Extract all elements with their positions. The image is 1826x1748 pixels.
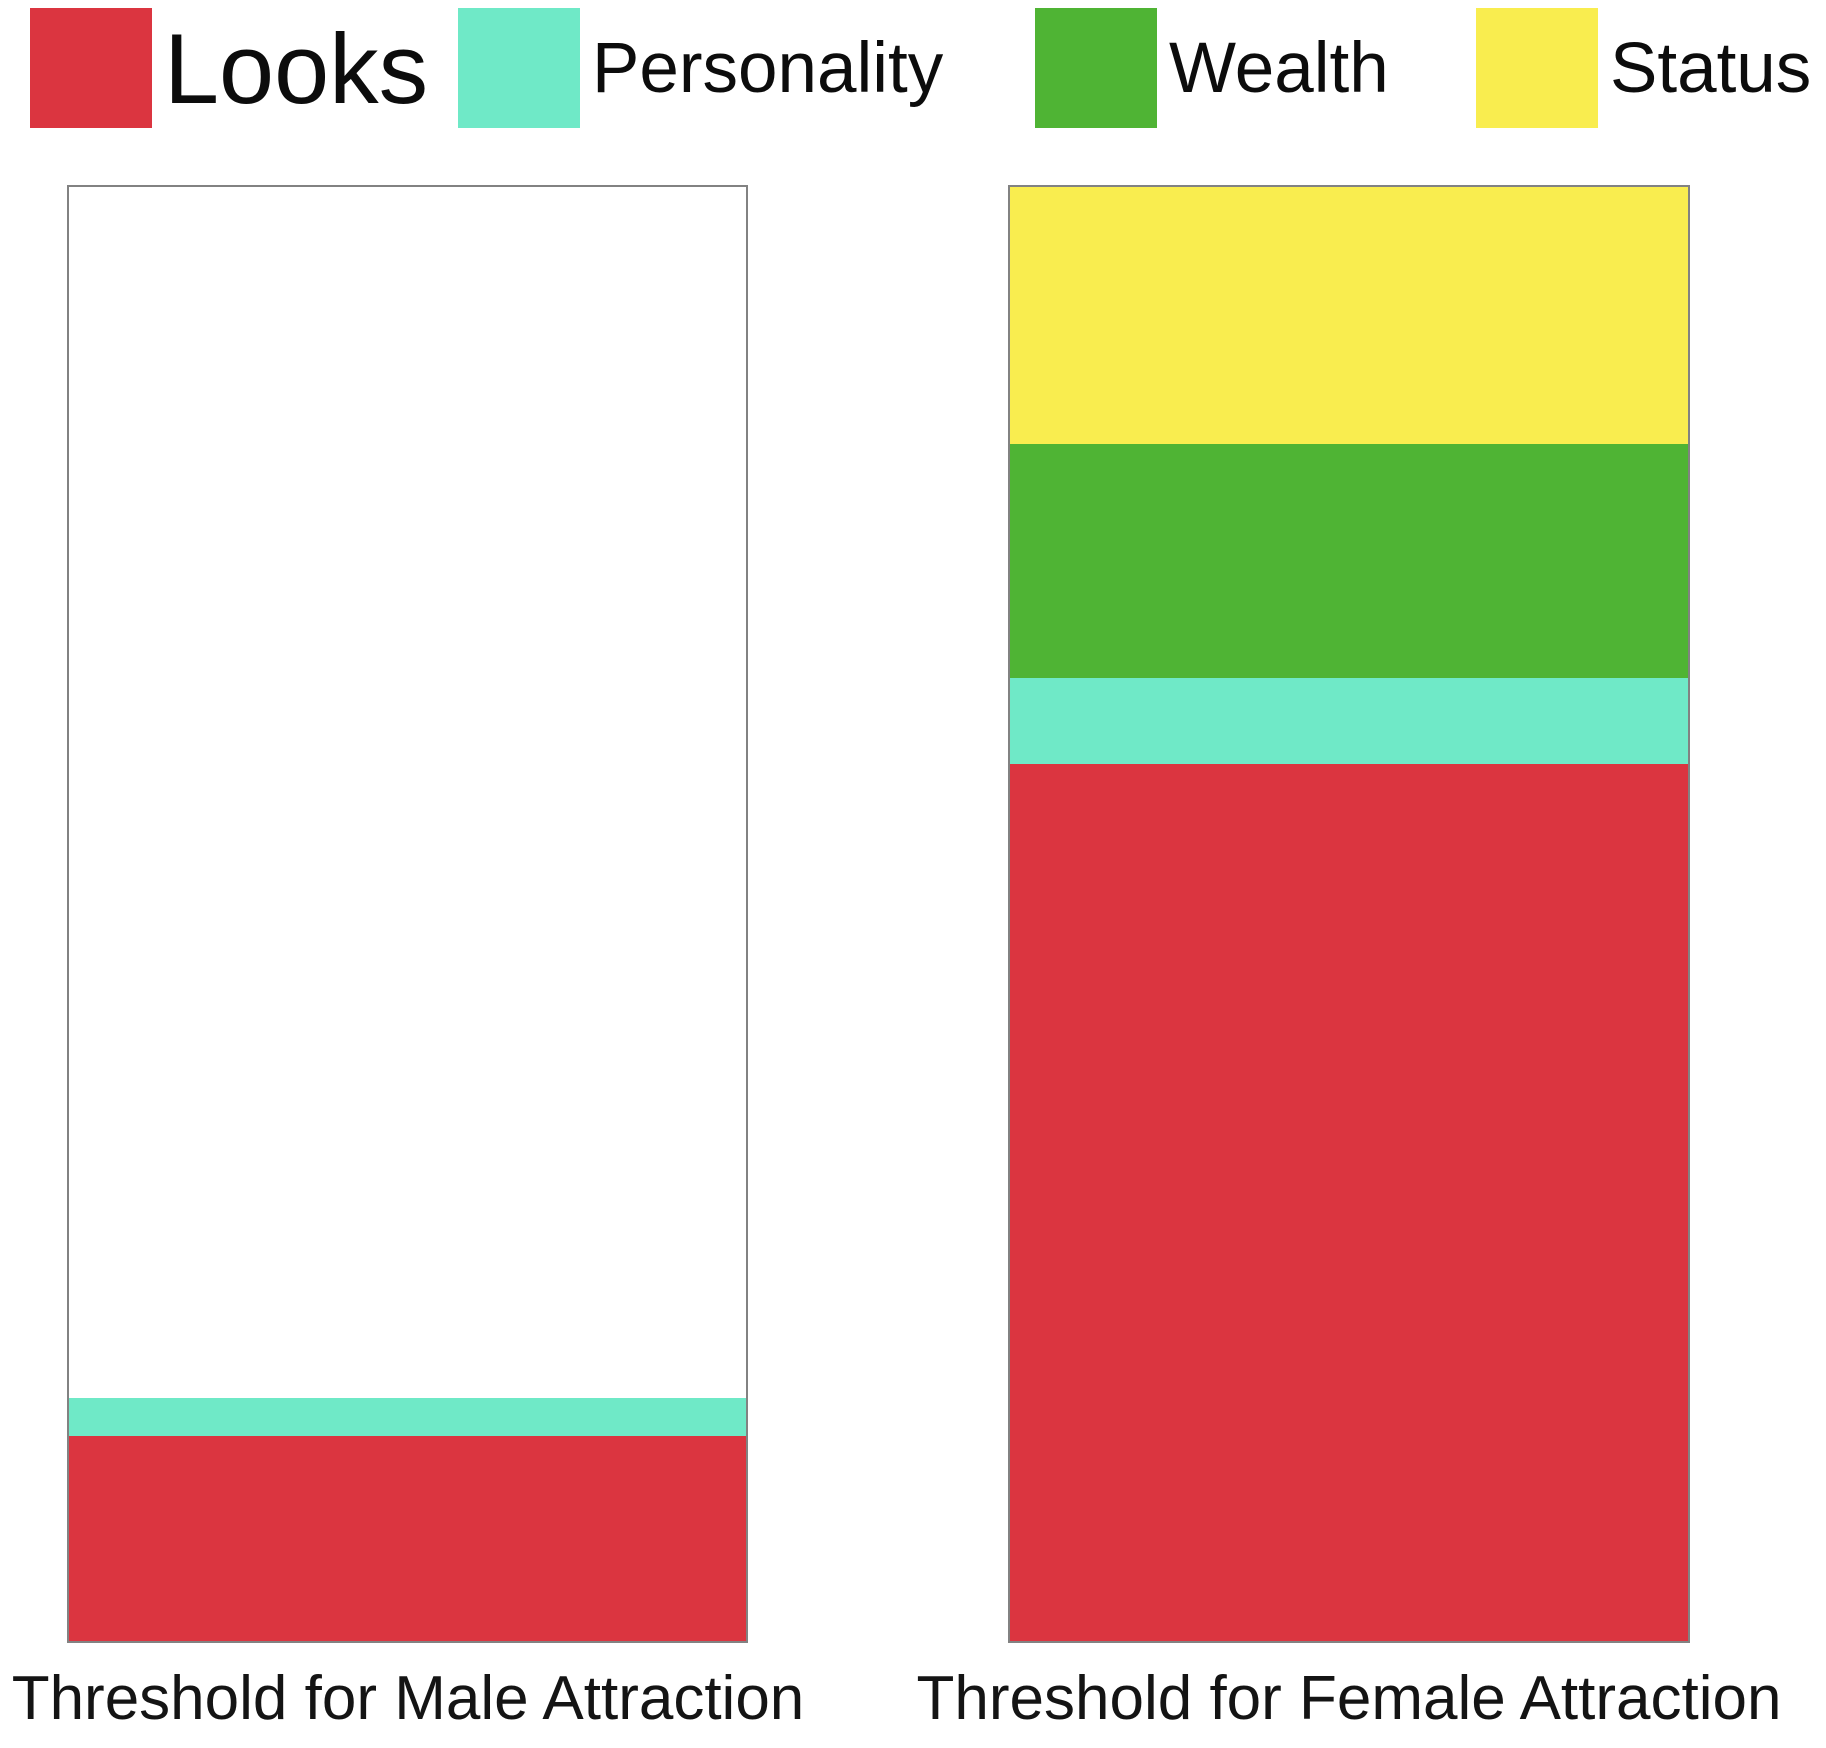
legend-swatch-personality xyxy=(458,8,580,128)
segment-looks xyxy=(1010,764,1688,1641)
caption-male-threshold: Threshold for Male Attraction xyxy=(11,1664,805,1733)
legend-label-status: Status xyxy=(1610,28,1812,108)
legend-item-status: Status xyxy=(1476,8,1811,128)
segment-looks xyxy=(69,1436,746,1641)
legend-swatch-looks xyxy=(30,8,152,128)
caption-female-threshold: Threshold for Female Attraction xyxy=(916,1664,1782,1733)
legend-label-wealth: Wealth xyxy=(1169,28,1389,108)
legend-item-looks: Looks xyxy=(30,8,428,128)
legend-swatch-wealth xyxy=(1035,8,1157,128)
legend-label-looks: Looks xyxy=(164,12,429,124)
bar-female-threshold xyxy=(1008,185,1690,1643)
segment-wealth xyxy=(1010,444,1688,679)
segment-personality xyxy=(69,1398,746,1436)
segment-status xyxy=(1010,187,1688,445)
legend-swatch-status xyxy=(1476,8,1598,128)
bar-male-threshold xyxy=(67,185,748,1643)
legend-item-wealth: Wealth xyxy=(1035,8,1389,128)
legend-item-personality: Personality xyxy=(458,8,943,128)
segment-personality xyxy=(1010,678,1688,765)
legend-label-personality: Personality xyxy=(592,28,944,108)
